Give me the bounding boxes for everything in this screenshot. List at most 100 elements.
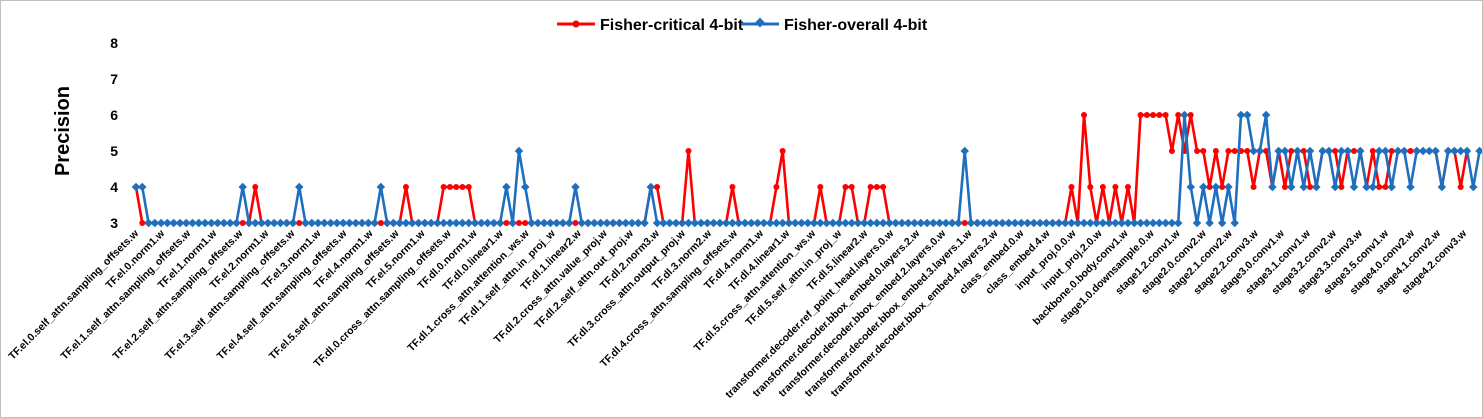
- data-point: [1299, 182, 1309, 192]
- data-point: [646, 182, 656, 192]
- data-point: [503, 220, 510, 226]
- data-point: [1293, 146, 1302, 156]
- data-point: [571, 182, 580, 192]
- data-point: [225, 218, 235, 228]
- data-point: [139, 220, 146, 226]
- data-point: [282, 218, 291, 228]
- data-point: [440, 184, 447, 190]
- data-point: [465, 184, 472, 190]
- data-point: [817, 184, 824, 190]
- data-point: [502, 182, 511, 192]
- data-point: [1288, 148, 1295, 154]
- data-point: [1180, 110, 1189, 120]
- data-point: [138, 182, 147, 192]
- data-point: [433, 218, 442, 228]
- y-axis-ticks: 3 4 5 6 7 8: [110, 35, 118, 231]
- y-axis-label: Precision: [52, 86, 74, 176]
- data-point: [1407, 148, 1414, 154]
- data-point: [1312, 182, 1321, 192]
- data-point: [144, 218, 153, 228]
- data-point: [175, 218, 185, 228]
- data-point: [1244, 148, 1251, 154]
- data-point: [1173, 218, 1183, 228]
- data-point: [238, 182, 247, 192]
- data-point: [453, 184, 460, 190]
- data-point: [276, 218, 285, 228]
- data-point: [188, 218, 197, 228]
- legend-label-critical: Fisher-critical 4-bit: [600, 17, 744, 34]
- data-point: [1212, 148, 1219, 154]
- data-point: [1280, 146, 1290, 156]
- data-point: [477, 218, 486, 228]
- data-point: [654, 184, 661, 190]
- data-point: [773, 184, 780, 190]
- data-point: [1305, 146, 1315, 156]
- data-point: [458, 218, 467, 228]
- data-point: [1205, 218, 1214, 228]
- data-point: [288, 218, 298, 228]
- data-point: [1187, 112, 1194, 118]
- data-point: [464, 218, 473, 228]
- data-point: [345, 218, 354, 228]
- data-point: [301, 218, 310, 228]
- data-point: [169, 218, 178, 228]
- data-point: [307, 218, 317, 228]
- data-point: [1381, 146, 1390, 156]
- data-point: [364, 218, 373, 228]
- data-point: [1162, 112, 1169, 118]
- data-point: [1199, 182, 1208, 192]
- data-point: [867, 184, 874, 190]
- data-point: [1330, 182, 1340, 192]
- legend: Fisher-critical 4-bit Fisher-overall 4-b…: [557, 17, 928, 34]
- data-point: [239, 220, 246, 226]
- data-point: [1255, 146, 1265, 156]
- y-tick-label: 4: [110, 179, 118, 195]
- data-point: [1200, 148, 1207, 154]
- data-point: [1081, 112, 1088, 118]
- data-point: [1338, 184, 1345, 190]
- data-point: [351, 218, 360, 228]
- data-point: [873, 184, 880, 190]
- data-point: [1382, 184, 1389, 190]
- data-point: [1388, 148, 1395, 154]
- data-point: [207, 218, 216, 228]
- data-point: [244, 218, 254, 228]
- series-fisher-overall: [131, 110, 1482, 228]
- data-point: [459, 184, 466, 190]
- data-point: [515, 220, 522, 226]
- data-point: [445, 218, 455, 228]
- data-point: [1300, 148, 1307, 154]
- data-point: [1286, 182, 1296, 192]
- data-point: [1112, 184, 1119, 190]
- data-point: [848, 184, 855, 190]
- data-point: [294, 182, 304, 192]
- series-layer: [131, 110, 1482, 228]
- data-point: [313, 218, 323, 228]
- data-point: [370, 218, 379, 228]
- y-tick-label: 5: [110, 143, 118, 159]
- data-point: [483, 218, 492, 228]
- data-point: [1175, 112, 1182, 118]
- data-point: [1087, 184, 1094, 190]
- data-point: [1376, 184, 1383, 190]
- legend-item-critical: Fisher-critical 4-bit: [557, 17, 744, 34]
- data-point: [269, 218, 279, 228]
- data-point: [470, 218, 480, 228]
- data-point: [522, 220, 529, 226]
- data-point: [495, 218, 505, 228]
- data-point: [156, 218, 166, 228]
- data-point: [1168, 148, 1175, 154]
- data-point: [232, 218, 241, 228]
- data-point: [1457, 184, 1464, 190]
- data-point: [842, 184, 849, 190]
- data-point: [382, 218, 392, 228]
- data-point: [395, 218, 404, 228]
- data-point: [451, 218, 461, 228]
- data-point: [1211, 182, 1221, 192]
- data-point: [414, 218, 423, 228]
- data-point: [960, 146, 969, 156]
- data-point: [1099, 184, 1106, 190]
- data-point: [1462, 146, 1472, 156]
- data-point: [564, 218, 574, 228]
